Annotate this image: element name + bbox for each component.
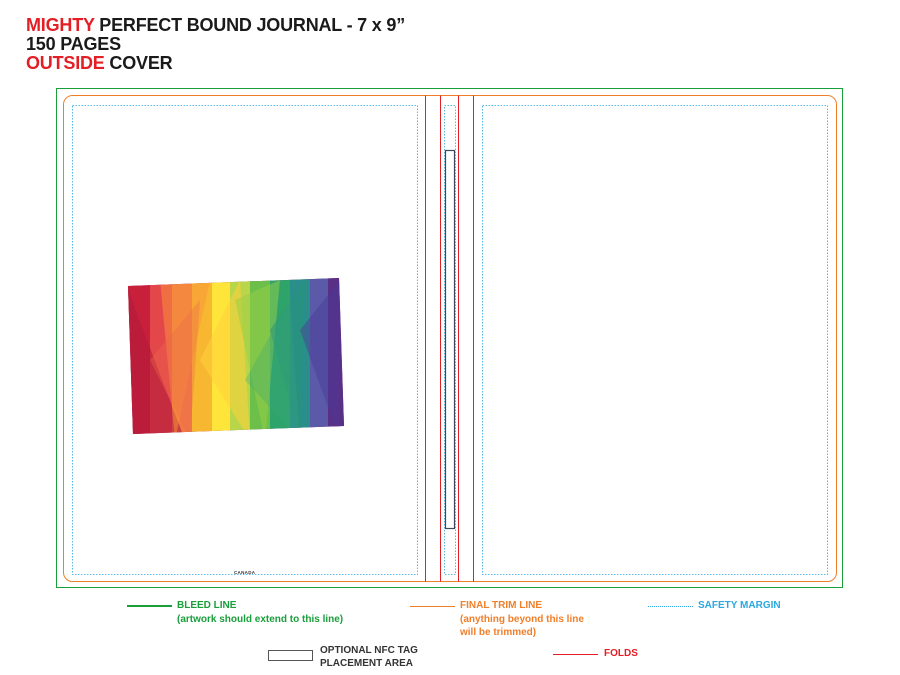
legend-bleed-note: (artwork should extend to this line) [177,614,344,625]
header-line-cover: OUTSIDE COVER [26,54,405,73]
legend-trim-note-2: will be trimmed) [460,627,537,638]
trim-line [63,95,837,582]
legend-folds-title: FOLDS [604,648,638,659]
legend-nfc-swatch [268,650,313,661]
nfc-placement-area [444,149,456,530]
page-header: MIGHTY PERFECT BOUND JOURNAL - 7 x 9” 15… [26,16,405,73]
header-page-count: 150 PAGES [26,34,121,54]
header-product-name: PERFECT BOUND JOURNAL - 7 x 9” [94,15,405,35]
legend-trim-title: FINAL TRIM LINE [460,600,543,611]
legend-safety-title: SAFETY MARGIN [698,600,781,611]
legend-nfc-line-2: PLACEMENT AREA [320,658,413,669]
legend-trim-swatch [410,606,455,607]
safety-margin-front [482,105,828,575]
legend-folds-swatch [553,654,598,655]
legend-bleed-title: BLEED LINE [177,600,237,611]
header-brand: MIGHTY [26,15,95,35]
safety-margin-back [72,105,418,575]
header-line-product: MIGHTY PERFECT BOUND JOURNAL - 7 x 9” [26,16,405,35]
legend-safety-swatch [648,606,693,607]
safety-margin-spine [444,105,456,575]
bleed-line [56,88,843,588]
legend-bleed-swatch [127,605,172,607]
legend-nfc-line-1: OPTIONAL NFC TAG [320,645,418,656]
legend-trim-note-1: (anything beyond this line [460,614,584,625]
rainbow-flag-artwork [128,278,344,434]
back-cover-country-text: CANADA [234,570,256,575]
header-cover-side: OUTSIDE [26,53,105,73]
header-cover-word: COVER [104,53,173,73]
